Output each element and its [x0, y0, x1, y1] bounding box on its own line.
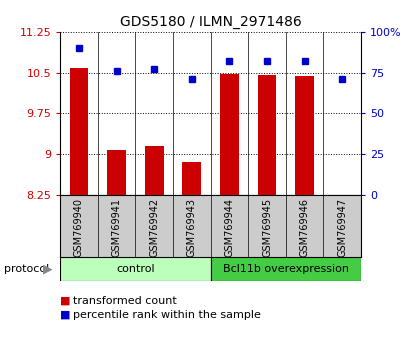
Bar — [60, 257, 211, 281]
Text: GSM769946: GSM769946 — [300, 198, 310, 257]
Text: GSM769943: GSM769943 — [187, 198, 197, 257]
Text: GSM769942: GSM769942 — [149, 198, 159, 257]
Bar — [211, 257, 361, 281]
Bar — [70, 68, 88, 195]
Text: ▶: ▶ — [43, 263, 53, 275]
Text: protocol: protocol — [4, 264, 49, 274]
Text: percentile rank within the sample: percentile rank within the sample — [73, 310, 261, 320]
Bar — [295, 76, 314, 195]
Text: control: control — [116, 264, 155, 274]
Bar — [220, 74, 239, 195]
Bar — [258, 75, 276, 195]
Text: GSM769940: GSM769940 — [74, 198, 84, 257]
Text: Bcl11b overexpression: Bcl11b overexpression — [223, 264, 349, 274]
Text: transformed count: transformed count — [73, 296, 176, 306]
Bar — [145, 146, 164, 195]
Title: GDS5180 / ILMN_2971486: GDS5180 / ILMN_2971486 — [120, 16, 301, 29]
Text: GSM769941: GSM769941 — [112, 198, 122, 257]
Bar — [107, 150, 126, 195]
Text: GSM769947: GSM769947 — [337, 198, 347, 257]
Text: GSM769944: GSM769944 — [225, 198, 234, 257]
Bar — [183, 162, 201, 195]
Text: ■: ■ — [60, 296, 71, 306]
Text: GSM769945: GSM769945 — [262, 198, 272, 257]
Text: ■: ■ — [60, 310, 71, 320]
